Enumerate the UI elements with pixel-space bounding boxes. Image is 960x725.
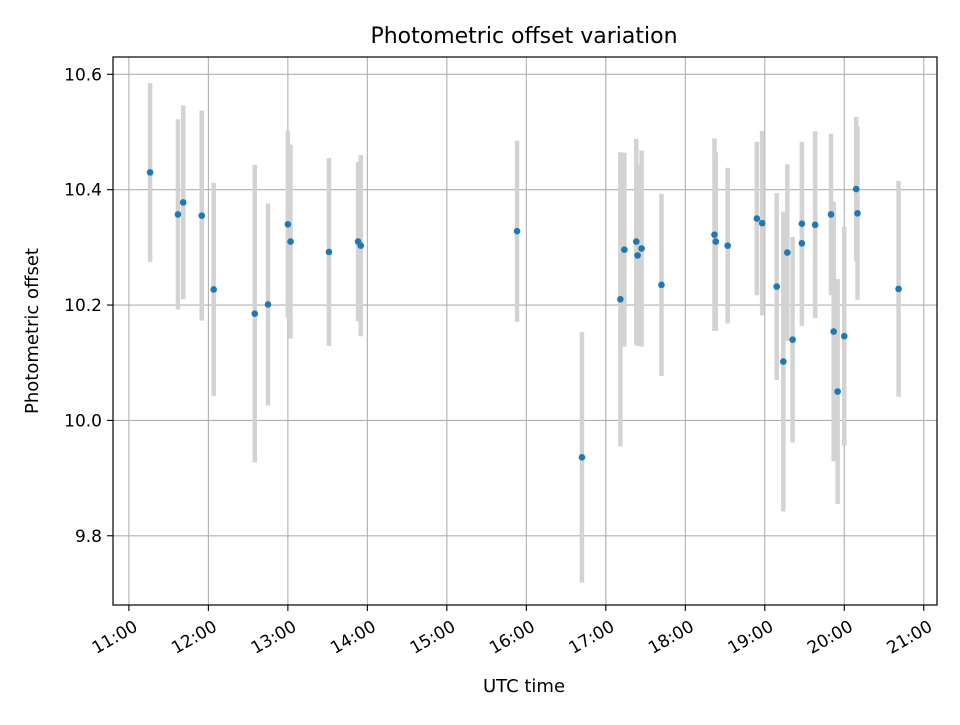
data-point — [724, 242, 731, 249]
y-tick-label: 10.0 — [64, 411, 102, 431]
data-point — [852, 185, 860, 193]
data-point — [632, 238, 640, 245]
y-tick-label: 10.6 — [64, 65, 102, 85]
data-point — [711, 231, 718, 238]
data-point — [758, 219, 766, 227]
data-markers — [146, 169, 902, 461]
data-point — [287, 238, 294, 245]
chart-title: Photometric offset variation — [370, 24, 677, 49]
y-axis-label: Photometric offset — [22, 248, 43, 414]
data-point — [146, 169, 154, 176]
y-axis-ticks: 9.8 10.0 10.2 10.4 10.6 — [64, 65, 113, 547]
data-point — [179, 199, 187, 206]
data-point — [780, 358, 787, 365]
data-point — [198, 212, 206, 219]
data-point — [840, 332, 848, 340]
y-tick-label: 10.2 — [64, 296, 102, 316]
data-point — [827, 211, 835, 218]
plot-frame — [112, 56, 938, 606]
data-point — [621, 246, 628, 253]
x-axis-label: UTC time — [483, 676, 565, 697]
data-point — [174, 211, 182, 218]
data-point — [284, 220, 292, 228]
data-point — [798, 240, 806, 247]
data-point — [210, 286, 217, 293]
data-point — [513, 227, 521, 235]
data-point — [578, 454, 586, 461]
data-point — [251, 310, 259, 317]
data-point — [712, 238, 720, 245]
data-point — [357, 242, 365, 249]
data-point — [753, 215, 761, 222]
data-point — [264, 301, 272, 308]
data-point — [634, 252, 641, 259]
data-point — [834, 388, 841, 395]
data-point — [830, 328, 837, 335]
y-tick-label: 9.8 — [75, 527, 102, 547]
data-point — [773, 283, 781, 290]
data-point — [784, 249, 791, 256]
data-point — [617, 295, 624, 303]
data-point — [638, 245, 645, 252]
data-point — [895, 285, 902, 293]
data-point — [325, 248, 333, 256]
data-point — [854, 210, 861, 217]
y-tick-label: 10.4 — [64, 181, 102, 201]
data-point — [789, 336, 796, 343]
data-point — [798, 220, 806, 228]
data-point — [811, 221, 819, 229]
data-point — [658, 281, 665, 289]
